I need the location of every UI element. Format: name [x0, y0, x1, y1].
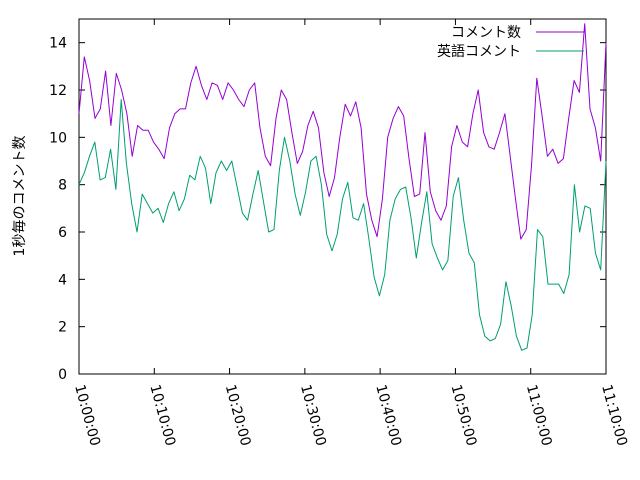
legend-label: コメント数 — [451, 25, 521, 41]
y-tick-label: 6 — [58, 225, 67, 241]
x-tick-label: 10:40:00 — [372, 383, 404, 448]
legend-label: 英語コメント — [437, 43, 521, 60]
y-tick-label: 12 — [49, 83, 67, 99]
x-tick-label: 10:50:00 — [448, 383, 480, 448]
y-tick-label: 4 — [58, 272, 67, 288]
plot-frame — [78, 18, 607, 375]
y-axis-label: 1秒毎のコメント数 — [12, 136, 28, 257]
x-tick-label: 10:10:00 — [146, 383, 178, 448]
y-tick-label: 10 — [49, 130, 67, 146]
y-axis-ticks: 0 2 4 6 8 10 12 14 — [49, 36, 606, 383]
y-tick-label: 2 — [58, 320, 67, 336]
x-tick-label: 11:00:00 — [523, 383, 555, 448]
y-tick-label: 0 — [58, 367, 67, 383]
series-lines — [78, 23, 607, 351]
x-axis-ticks: 10:00:00 10:10:00 10:20:00 10:30:00 10:40:00… — [71, 19, 630, 448]
series-line-1 — [78, 99, 607, 351]
x-tick-label: 10:00:00 — [71, 383, 103, 448]
y-tick-label: 14 — [49, 36, 67, 52]
x-tick-label: 10:30:00 — [297, 383, 329, 448]
x-tick-label: 11:10:00 — [598, 383, 630, 448]
series-line-0 — [78, 23, 607, 240]
x-tick-label: 10:20:00 — [222, 383, 254, 448]
y-tick-label: 8 — [58, 178, 67, 194]
